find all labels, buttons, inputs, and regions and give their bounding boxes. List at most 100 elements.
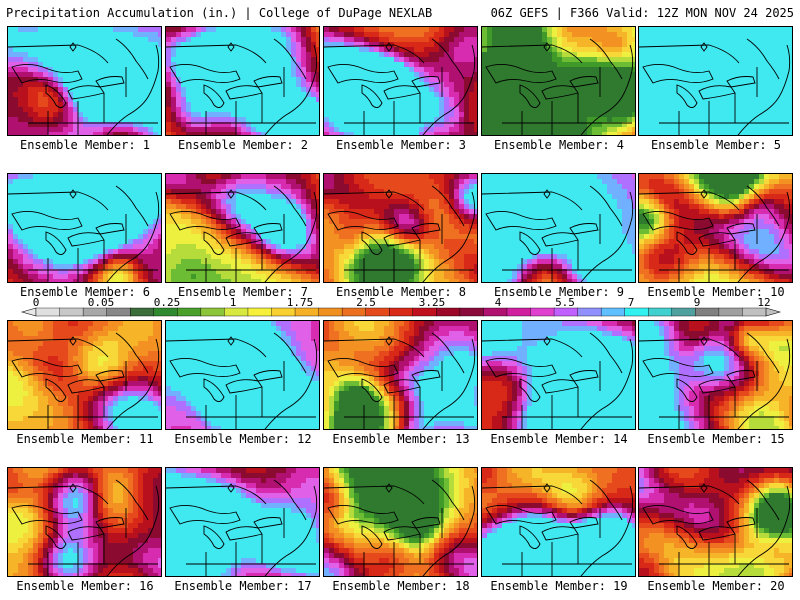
station-marker-icon: [227, 42, 235, 52]
colorbar-swatch: [35, 307, 61, 317]
precip-map: [324, 321, 477, 429]
precip-field: [639, 174, 792, 282]
precip-map: [482, 27, 635, 135]
panel-label: Ensemble Member: 8: [335, 285, 467, 299]
precip-field: [8, 27, 161, 135]
ensemble-panel-12: [165, 320, 320, 430]
run-info: 06Z GEFS | F366 Valid: 12Z MON NOV 24 20…: [490, 6, 794, 20]
station-marker-icon: [227, 189, 235, 199]
panel-label: Ensemble Member: 17: [174, 579, 312, 593]
ensemble-panel-2: [165, 26, 320, 136]
colorbar-tick-label: 12: [757, 296, 771, 309]
station-marker-icon: [385, 483, 393, 493]
precip-field: [639, 27, 792, 135]
page-title: Precipitation Accumulation (in.) | Colle…: [6, 6, 433, 20]
panel-label: Ensemble Member: 13: [332, 432, 470, 446]
precip-field: [8, 468, 161, 576]
station-marker-icon: [543, 189, 551, 199]
colorbar-swatch: [389, 307, 414, 317]
ensemble-panel-1: [7, 26, 162, 136]
station-marker-icon: [543, 42, 551, 52]
ensemble-panel-14: [481, 320, 636, 430]
panel-label: Ensemble Member: 19: [490, 579, 628, 593]
precip-map: [639, 27, 792, 135]
ensemble-panel-4: [481, 26, 636, 136]
ensemble-panel-19: [481, 467, 636, 577]
precip-map: [8, 27, 161, 135]
colorbar-tick-label: 0.25: [153, 296, 181, 309]
colorbar-tick-label: 4: [494, 296, 502, 309]
station-marker-icon: [227, 336, 235, 346]
precip-field: [166, 174, 319, 282]
precip-field: [324, 27, 477, 135]
panel-label: Ensemble Member: 12: [174, 432, 312, 446]
panel-label: Ensemble Member: 3: [335, 138, 467, 152]
ensemble-panel-13: [323, 320, 478, 430]
map-outlines: [639, 185, 791, 282]
station-marker-icon: [227, 483, 235, 493]
station-marker-icon: [385, 189, 393, 199]
colorbar-swatch: [341, 307, 367, 317]
colorbar-swatch: [695, 307, 720, 317]
precip-field: [482, 468, 635, 576]
map-outlines: [166, 38, 318, 135]
map-outlines: [166, 332, 318, 429]
ensemble-panel-17: [165, 467, 320, 577]
map-outlines: [639, 332, 791, 429]
colorbar-swatch: [506, 307, 532, 317]
precip-field: [482, 174, 635, 282]
station-marker-icon: [543, 336, 551, 346]
colorbar-tick-label: 7: [627, 296, 635, 309]
colorbar-swatch: [153, 307, 178, 317]
colorbar-swatch: [247, 307, 272, 317]
colorbar-swatch: [318, 307, 343, 317]
station-marker-icon: [700, 42, 708, 52]
precip-map: [482, 321, 635, 429]
station-marker-icon: [700, 189, 708, 199]
panel-label: Ensemble Member: 16: [16, 579, 154, 593]
precip-field: [324, 321, 477, 429]
panel-label: Ensemble Member: 4: [493, 138, 625, 152]
ensemble-panel-16: [7, 467, 162, 577]
precip-field: [166, 321, 319, 429]
ensemble-panel-11: [7, 320, 162, 430]
panel-label: Ensemble Member: 18: [332, 579, 470, 593]
colorbar-swatch: [624, 307, 649, 317]
station-marker-icon: [700, 483, 708, 493]
map-outlines: [8, 185, 160, 282]
precip-field: [8, 174, 161, 282]
precip-map: [482, 174, 635, 282]
colorbar-swatch: [671, 307, 696, 317]
map-outlines: [324, 479, 476, 576]
panel-label: Ensemble Member: 1: [19, 138, 151, 152]
map-outlines: [482, 332, 634, 429]
precip-field: [324, 174, 477, 282]
map-outlines: [639, 38, 791, 135]
precip-map: [324, 468, 477, 576]
colorbar-tick-label: 9: [693, 296, 701, 309]
precip-map: [166, 321, 319, 429]
ensemble-panel-3: [323, 26, 478, 136]
ensemble-panel-9: [481, 173, 636, 283]
colorbar-swatch: [271, 307, 296, 317]
colorbar-swatch: [294, 307, 320, 317]
map-outlines: [166, 185, 318, 282]
map-outlines: [482, 185, 634, 282]
colorbar-swatch: [530, 307, 555, 317]
colorbar-swatch: [177, 307, 202, 317]
ensemble-panel-7: [165, 173, 320, 283]
ensemble-panel-6: [7, 173, 162, 283]
precip-field: [324, 468, 477, 576]
colorbar-swatch: [483, 307, 508, 317]
colorbar-swatch: [82, 307, 108, 317]
precip-map: [639, 321, 792, 429]
precip-map: [482, 468, 635, 576]
colorbar-swatch: [553, 307, 579, 317]
map-outlines: [482, 38, 634, 135]
colorbar-swatch: [200, 307, 225, 317]
precip-field: [482, 27, 635, 135]
precip-field: [8, 321, 161, 429]
map-outlines: [639, 479, 791, 576]
colorbar-swatch: [365, 307, 390, 317]
